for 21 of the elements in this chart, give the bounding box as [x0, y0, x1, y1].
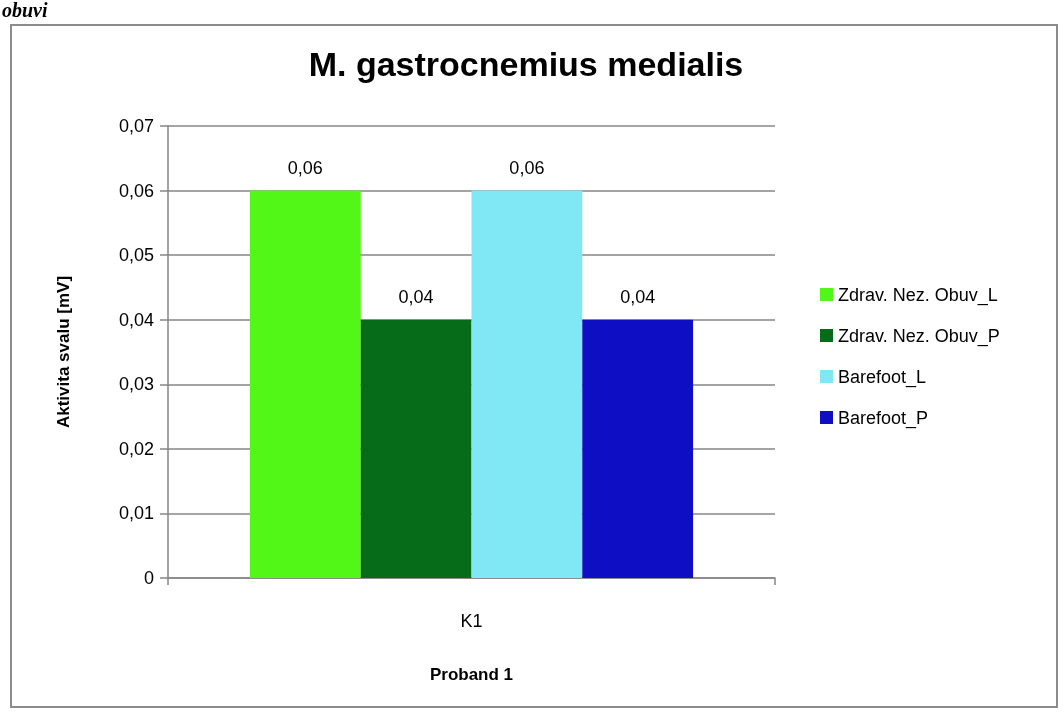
legend-label: Zdrav. Nez. Obuv_L — [838, 284, 998, 306]
data-label: 0,06 — [287, 157, 323, 178]
x-axis-title: Proband 1 — [429, 665, 514, 684]
chart-title: M. gastrocnemius medialis — [308, 45, 744, 83]
y-tick-label: 0 — [143, 568, 154, 588]
text: obuvi — [2, 0, 48, 21]
legend-label: Barefoot_L — [838, 366, 927, 388]
data-label: 0,04 — [620, 286, 656, 307]
y-tick-label: 0,04 — [118, 309, 154, 330]
y-tick-label: 0,03 — [118, 374, 154, 395]
y-axis-title: Aktivita svalu [mV] — [54, 275, 73, 429]
data-label: 0,04 — [398, 286, 434, 307]
y-tick-label: 0,01 — [118, 503, 154, 524]
x-tick-label: K1 — [460, 611, 483, 631]
data-label: 0,06 — [509, 157, 545, 178]
y-tick-label: 0,07 — [118, 116, 154, 136]
y-tick-label: 0,02 — [118, 438, 154, 459]
legend-label: Barefoot_P — [838, 407, 929, 429]
y-tick-label: 0,06 — [118, 180, 154, 201]
y-tick-label: 0,05 — [118, 245, 154, 266]
legend-label: Zdrav. Nez. Obuv_P — [838, 325, 1000, 347]
